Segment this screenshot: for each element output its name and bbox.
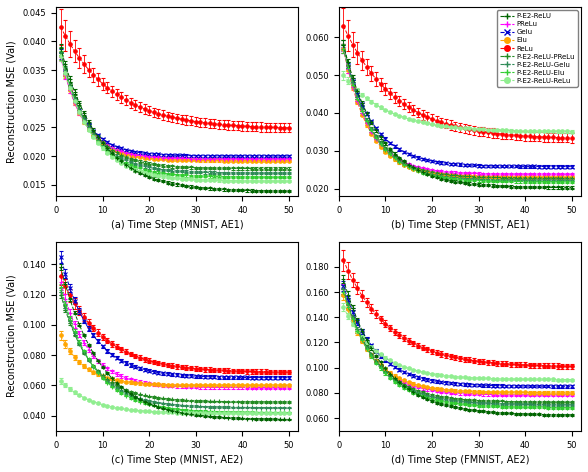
X-axis label: (c) Time Step (MNIST, AE2): (c) Time Step (MNIST, AE2) [111, 455, 243, 465]
X-axis label: (d) Time Step (FMNIST, AE2): (d) Time Step (FMNIST, AE2) [390, 455, 529, 465]
Y-axis label: Reconstruction MSE (Val): Reconstruction MSE (Val) [7, 40, 17, 163]
X-axis label: (b) Time Step (FMNIST, AE1): (b) Time Step (FMNIST, AE1) [390, 220, 529, 230]
Legend: P-E2-ReLU, PReLu, Gelu, Elu, ReLu, P-E2-ReLU-PReLu, P-E2-ReLU-Gelu, P-E2-ReLU-El: P-E2-ReLU, PReLu, Gelu, Elu, ReLu, P-E2-… [497, 10, 577, 87]
Y-axis label: Reconstruction MSE (Val): Reconstruction MSE (Val) [7, 275, 17, 397]
X-axis label: (a) Time Step (MNIST, AE1): (a) Time Step (MNIST, AE1) [111, 220, 243, 230]
